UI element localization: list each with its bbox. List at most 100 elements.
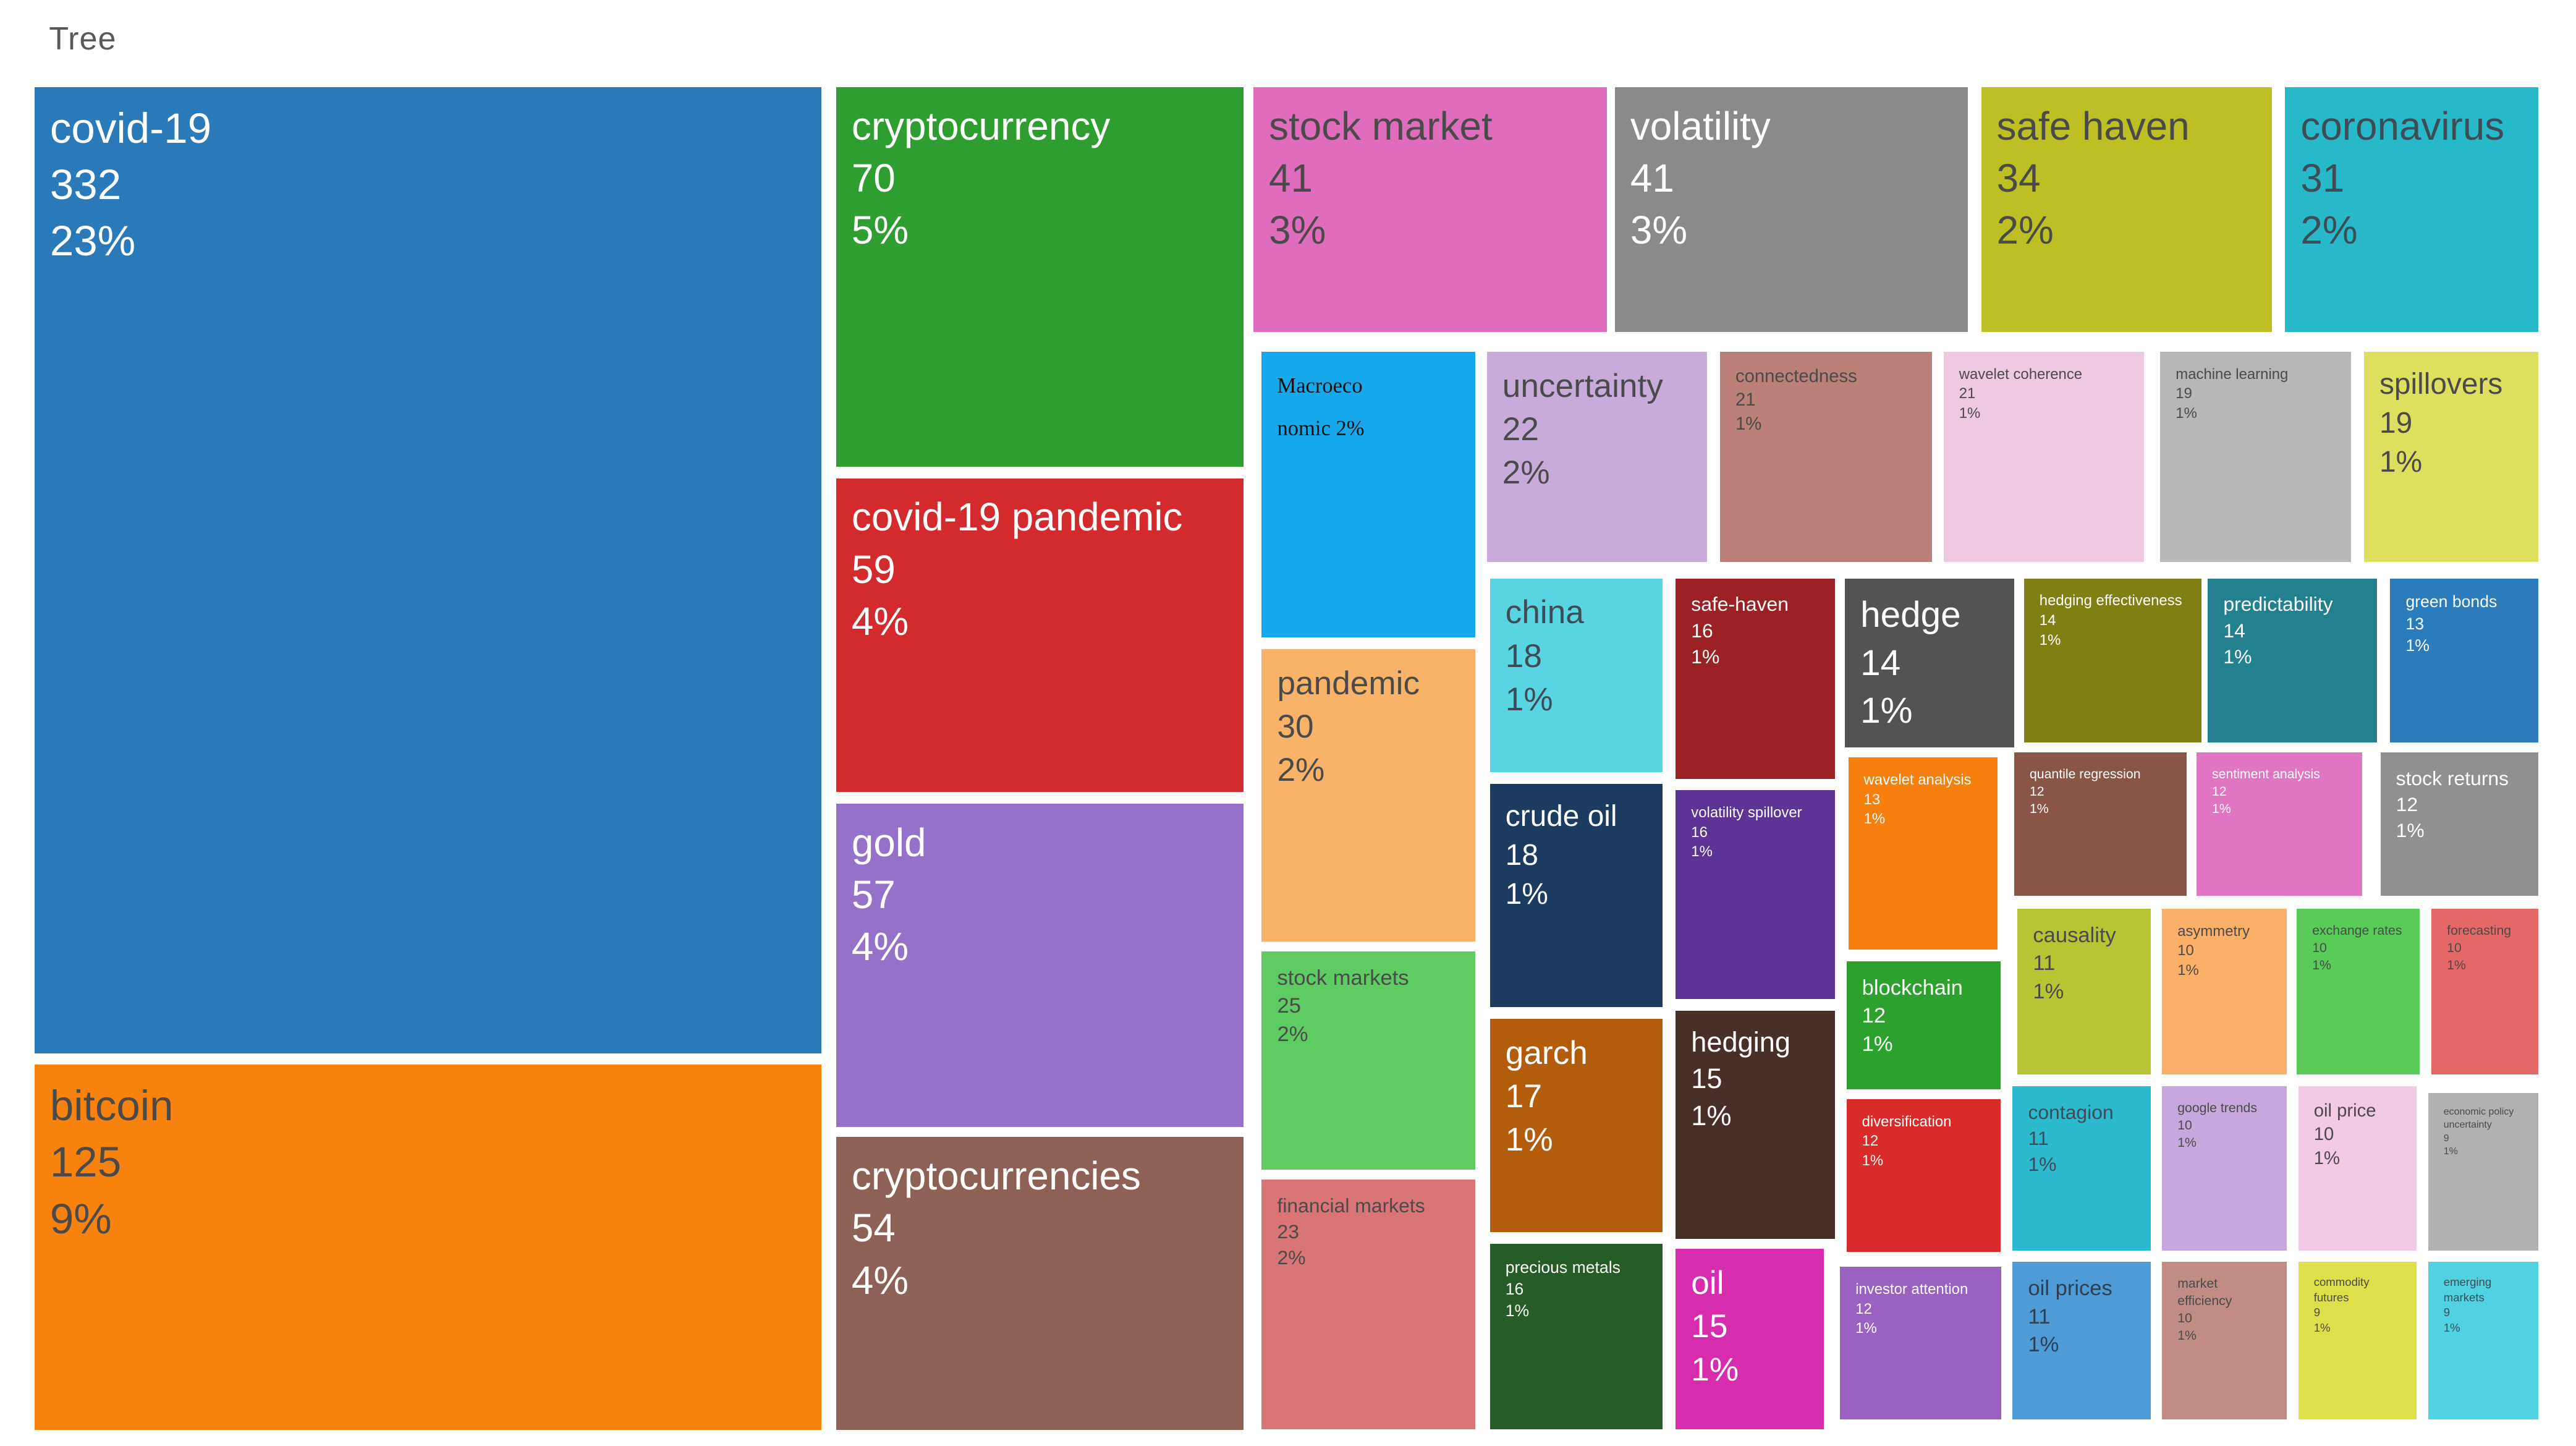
tile-label: precious metals bbox=[1505, 1257, 1621, 1277]
tile-percent: 1% bbox=[1860, 690, 1913, 731]
treemap-tile-cryptocurrencies: cryptocurrencies 54 4% bbox=[836, 1137, 1244, 1430]
tile-label: exchange rates bbox=[2312, 922, 2402, 938]
tile-value: 59 bbox=[851, 547, 896, 592]
tile-label: hedging bbox=[1691, 1026, 1791, 1058]
tile-percent: 1% bbox=[1691, 1351, 1739, 1389]
treemap-tile-volatility-spillover: volatility spillover 16 1% bbox=[1676, 790, 1836, 999]
tile-value: 21 bbox=[1959, 385, 1976, 402]
tile-label: economic policy uncertainty bbox=[2443, 1107, 2514, 1131]
treemap-tile-forecasting: forecasting 10 1% bbox=[2431, 908, 2539, 1075]
tile-label: predictability bbox=[2223, 593, 2333, 616]
tile-label: cryptocurrency bbox=[851, 103, 1111, 148]
tile-label: connectedness bbox=[1735, 366, 1857, 386]
tile-percent: 2% bbox=[1277, 1023, 1308, 1047]
tile-percent: 1% bbox=[2443, 1321, 2460, 1334]
tile-percent: 9% bbox=[49, 1194, 112, 1243]
tile-percent: 1% bbox=[1863, 810, 1886, 828]
tile-value: 23 bbox=[1277, 1220, 1299, 1243]
treemap-tile-blockchain: blockchain 12 1% bbox=[1846, 961, 2001, 1090]
tile-value: 9 bbox=[2313, 1306, 2321, 1319]
tile-value: 15 bbox=[1691, 1063, 1722, 1095]
tile-percent: 4% bbox=[851, 1257, 909, 1303]
tile-percent: 1% bbox=[1735, 414, 1762, 434]
tile-label: pandemic bbox=[1277, 665, 1420, 702]
treemap-tile-hedging: hedging 15 1% bbox=[1676, 1010, 1836, 1240]
tile-label: machine learning bbox=[2176, 365, 2289, 383]
treemap-tile-crude-oil: crude oil 18 1% bbox=[1489, 783, 1663, 1008]
tile-label: market efficiency bbox=[2177, 1276, 2232, 1309]
treemap-tile-contagion: contagion 11 1% bbox=[2012, 1086, 2151, 1251]
tile-percent: 1% bbox=[2177, 961, 2199, 979]
tile-percent: 1% bbox=[2443, 1146, 2458, 1157]
tile-label: wavelet coherence bbox=[1959, 365, 2083, 383]
tile-value: 30 bbox=[1277, 708, 1314, 745]
tile-label: china bbox=[1505, 594, 1584, 631]
treemap-tile-asymmetry: asymmetry 10 1% bbox=[2162, 908, 2287, 1075]
tile-percent: 4% bbox=[851, 924, 909, 969]
treemap-tile-oil-prices: oil prices 11 1% bbox=[2012, 1262, 2151, 1420]
tile-value: 10 bbox=[2177, 1117, 2192, 1133]
treemap-tile-macroeconomic: Macroeco nomic 2% bbox=[1261, 351, 1475, 638]
tile-value: 9 bbox=[2443, 1306, 2451, 1319]
treemap-tile-investor-attention: investor attention 12 1% bbox=[1840, 1267, 2001, 1420]
tile-label: forecasting bbox=[2447, 922, 2512, 938]
tile-value: 17 bbox=[1505, 1078, 1542, 1115]
tile-percent: 1% bbox=[2028, 1333, 2059, 1357]
treemap-tile-oil-price: oil price 10 1% bbox=[2298, 1086, 2417, 1251]
tile-percent: 5% bbox=[851, 208, 909, 253]
treemap-tile-covid-19: covid-19 332 23% bbox=[34, 87, 822, 1053]
tile-percent: 2% bbox=[1502, 454, 1550, 491]
tile-value: 12 bbox=[1855, 1300, 1872, 1317]
tile-percent: 1% bbox=[2177, 1328, 2197, 1343]
treemap-tile-coronavirus: coronavirus 31 2% bbox=[2285, 87, 2538, 332]
tile-value: 16 bbox=[1505, 1279, 1524, 1298]
tile-percent: 1% bbox=[1505, 1301, 1530, 1321]
tile-label: crude oil bbox=[1505, 799, 1617, 833]
tile-percent: 1% bbox=[1505, 1121, 1553, 1159]
tile-percent: 1% bbox=[2223, 645, 2252, 668]
treemap-tile-wavelet-coherence: wavelet coherence 21 1% bbox=[1943, 351, 2145, 563]
tile-label: bitcoin bbox=[49, 1081, 174, 1130]
tile-value: 11 bbox=[2028, 1126, 2049, 1149]
tile-value: 31 bbox=[2300, 155, 2345, 200]
tile-label: gold bbox=[851, 820, 926, 865]
tile-label: covid-19 bbox=[49, 103, 212, 152]
treemap-tile-china: china 18 1% bbox=[1489, 578, 1663, 773]
tile-label: stock returns bbox=[2396, 767, 2509, 790]
tile-value: 25 bbox=[1277, 994, 1301, 1018]
tile-percent: 1% bbox=[1959, 404, 1981, 422]
tile-percent: 1% bbox=[2405, 636, 2430, 655]
tile-value: 19 bbox=[2379, 406, 2413, 440]
tile-value: 41 bbox=[1630, 155, 1674, 200]
treemap-tile-predictability: predictability 14 1% bbox=[2208, 578, 2378, 743]
tile-value: 13 bbox=[1863, 791, 1881, 808]
tile-label: financial markets bbox=[1277, 1194, 1425, 1217]
tile-percent: 1% bbox=[2379, 445, 2423, 478]
tile-value: 10 bbox=[2177, 942, 2194, 959]
tile-label: volatility spillover bbox=[1691, 804, 1802, 822]
tile-label: sentiment analysis bbox=[2212, 767, 2320, 782]
tile-label: cryptocurrencies bbox=[851, 1154, 1141, 1199]
tile-value: 34 bbox=[1996, 155, 2041, 200]
tile-label: garch bbox=[1505, 1034, 1588, 1071]
tile-label: covid-19 pandemic bbox=[851, 495, 1183, 540]
tile-value: 21 bbox=[1735, 390, 1756, 410]
chart-title: Tree bbox=[49, 20, 117, 57]
tile-label: blockchain bbox=[1862, 976, 1963, 1000]
tile-value: 10 bbox=[2312, 940, 2327, 955]
tile-label: investor attention bbox=[1855, 1281, 1968, 1298]
tile-percent: 2% bbox=[1277, 1246, 1306, 1269]
tile-percent: 1% bbox=[1505, 877, 1548, 911]
tile-label: asymmetry bbox=[2177, 922, 2250, 940]
treemap-tile-stock-market: stock market 41 3% bbox=[1253, 87, 1607, 332]
tile-label: volatility bbox=[1630, 103, 1771, 148]
tile-value: 14 bbox=[2039, 611, 2056, 629]
tile-label: hedging effectiveness bbox=[2039, 592, 2182, 610]
tile-value: 70 bbox=[851, 155, 896, 200]
tile-percent: 1% bbox=[1855, 1320, 1877, 1337]
treemap-tile-economic-policy-uncertainty: economic policy uncertainty 9 1% bbox=[2428, 1092, 2538, 1251]
tile-value: 12 bbox=[1862, 1133, 1879, 1150]
tile-value: 13 bbox=[2405, 614, 2425, 633]
treemap-tile-stock-markets: stock markets 25 2% bbox=[1261, 951, 1475, 1170]
